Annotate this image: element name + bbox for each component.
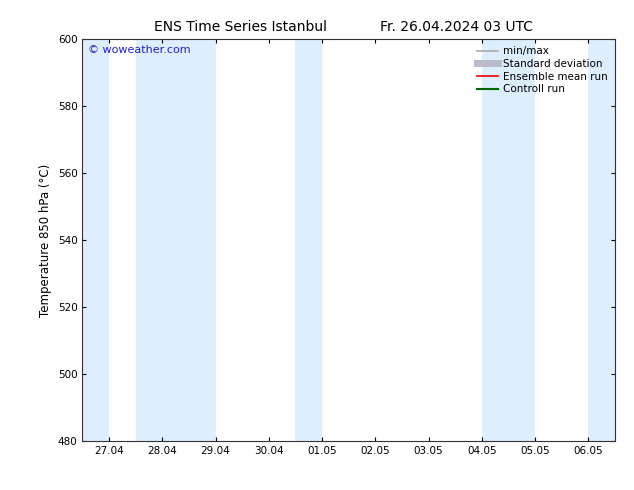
Bar: [295, 39, 322, 441]
Bar: [482, 39, 535, 441]
Y-axis label: Temperature 850 hPa (°C): Temperature 850 hPa (°C): [39, 164, 52, 317]
Bar: [588, 39, 615, 441]
Bar: [82, 39, 109, 441]
Text: ENS Time Series Istanbul: ENS Time Series Istanbul: [155, 20, 327, 34]
Text: © woweather.com: © woweather.com: [87, 45, 190, 55]
Legend: min/max, Standard deviation, Ensemble mean run, Controll run: min/max, Standard deviation, Ensemble me…: [475, 45, 610, 97]
Text: Fr. 26.04.2024 03 UTC: Fr. 26.04.2024 03 UTC: [380, 20, 533, 34]
Bar: [136, 39, 216, 441]
